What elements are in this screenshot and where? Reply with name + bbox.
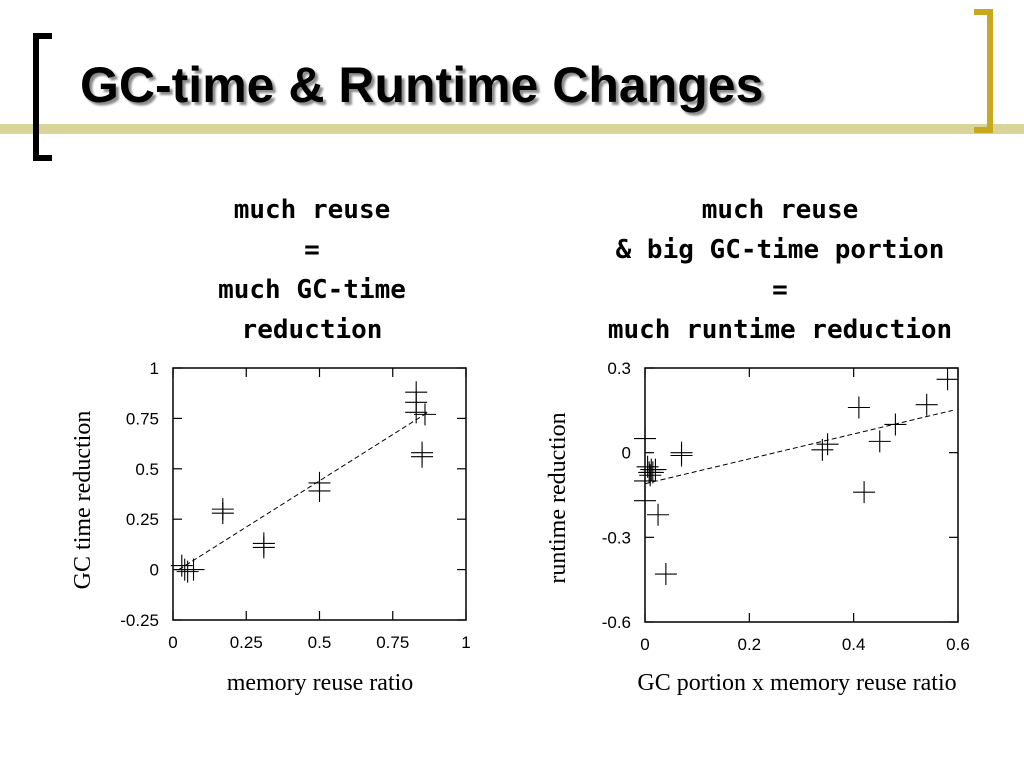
y-axis-label: GC time reduction (70, 411, 96, 590)
x-tick-label: 0 (168, 633, 177, 652)
chart-gc-time-reduction: -0.25 0 0.25 0.5 0.75 1 0 0.25 0.5 0.75 1 memory … (70, 359, 471, 696)
caption-left-line-4: reduction (241, 315, 383, 345)
data-point-marker (654, 563, 677, 586)
x-axis-label: memory reuse ratio (227, 670, 414, 696)
right-bracket (974, 9, 993, 133)
left-bracket (33, 33, 52, 161)
plot-frame (644, 367, 959, 623)
y-tick-label: 0.25 (126, 510, 159, 529)
y-tick-label: -0.6 (602, 613, 631, 632)
data-point-marker (915, 393, 938, 416)
x-tick-label: 0.25 (230, 633, 263, 652)
data-point-marker (252, 536, 275, 559)
data-point-marker (211, 502, 234, 525)
data-point-marker (182, 558, 205, 581)
data-point-marker (405, 401, 428, 424)
x-ticks: 0 0.25 0.5 0.75 1 (168, 368, 471, 652)
data-point-marker (868, 430, 891, 453)
x-ticks: 0 0.2 0.4 0.6 (640, 368, 970, 654)
data-point-marker (176, 560, 199, 583)
title-decoration (0, 9, 1024, 161)
data-point-marker (644, 458, 667, 481)
y-tick-label: 0 (150, 561, 159, 580)
y-tick-label: -0.25 (120, 611, 159, 630)
trend-line (178, 411, 429, 571)
data-points (634, 368, 959, 586)
data-point-marker (811, 438, 834, 461)
chart-runtime-reduction: -0.6 -0.3 0 0.3 0 0.2 0.4 0.6 GC portion x mem… (545, 359, 970, 696)
data-point-marker (816, 433, 839, 456)
x-tick-label: 0.5 (308, 633, 332, 652)
data-point-marker (884, 413, 907, 436)
caption-left-line-3: much GC-time (218, 275, 406, 305)
title-underline-rule (0, 124, 1024, 134)
data-point-marker (639, 464, 662, 487)
trend-line (644, 409, 953, 485)
data-point-marker (847, 396, 870, 419)
x-tick-label: 0.4 (842, 635, 866, 654)
data-point-marker (936, 368, 959, 391)
caption-right-line-2: & big GC-time portion (615, 235, 945, 265)
data-point-marker (647, 503, 670, 526)
data-point-marker (641, 461, 664, 484)
y-tick-label: -0.3 (602, 528, 631, 547)
x-axis-label: GC portion x memory reuse ratio (637, 670, 956, 696)
x-tick-label: 0.6 (946, 635, 970, 654)
y-tick-label: 0.5 (135, 460, 159, 479)
y-tick-label: 0.75 (126, 409, 159, 428)
slide-title: GC-time & Runtime Changes (80, 57, 764, 113)
data-point-marker (308, 479, 331, 502)
data-point-marker (634, 427, 656, 450)
caption-right-line-3: = (772, 275, 788, 305)
caption-right-line-4: much runtime reduction (607, 315, 953, 345)
y-axis-label: runtime reduction (545, 412, 571, 583)
data-points (170, 381, 436, 583)
data-point-marker (670, 444, 693, 467)
y-tick-label: 0 (622, 444, 631, 463)
data-point-marker (853, 481, 876, 504)
data-point-marker (170, 554, 193, 577)
caption-right: much reuse & big GC-time portion = much … (560, 190, 1000, 350)
y-tick-label: 1 (150, 359, 159, 378)
y-ticks: -0.25 0 0.25 0.5 0.75 1 (120, 359, 466, 630)
y-tick-label: 0.3 (607, 359, 631, 378)
x-tick-label: 1 (461, 633, 470, 652)
data-point-marker (634, 489, 656, 512)
x-tick-label: 0.2 (738, 635, 762, 654)
caption-left: much reuse = much GC-time reduction (162, 190, 462, 350)
caption-right-line-1: much reuse (701, 195, 859, 225)
x-tick-label: 0 (640, 635, 649, 654)
x-tick-label: 0.75 (376, 633, 409, 652)
data-point-marker (411, 445, 434, 468)
caption-left-line-2: = (304, 235, 320, 265)
data-point-marker (413, 403, 436, 426)
caption-left-line-1: much reuse (233, 195, 391, 225)
y-ticks: -0.6 -0.3 0 0.3 (602, 359, 958, 632)
